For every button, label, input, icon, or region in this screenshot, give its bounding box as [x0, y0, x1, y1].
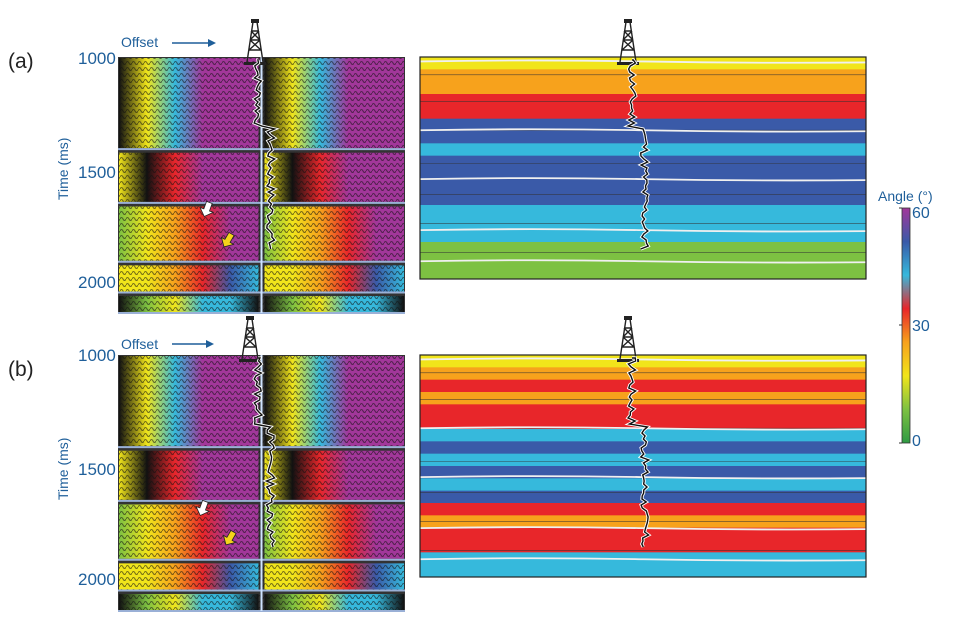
colorbar-tick-0: 0: [912, 433, 921, 450]
well-log-a-angle: [625, 59, 650, 250]
angle-horizon: [419, 259, 867, 264]
drilling-rig-icon: [244, 19, 266, 65]
time-tick-a-1000: 1000: [78, 49, 116, 68]
angle-horizon: [419, 357, 867, 362]
angle-layer: [420, 453, 866, 467]
offset-label-a: Offset: [121, 34, 159, 50]
colorbar-tick-30: 30: [912, 318, 930, 335]
angle-layer: [420, 143, 866, 157]
gather-panel-a: [118, 57, 405, 314]
angle-frame: [419, 354, 867, 578]
colorbar-title: Angle (°): [878, 188, 933, 204]
colorbar-tick-60: 60: [912, 205, 930, 222]
angle-frame: [419, 56, 867, 280]
angle-layer: [420, 192, 866, 206]
angle-layer: [420, 118, 866, 132]
drilling-rig-icon: [239, 316, 261, 362]
angle-layer: [420, 404, 866, 418]
arrow-right-icon: [172, 39, 216, 47]
angle-horizon: [419, 228, 867, 233]
angle-layer: [420, 266, 866, 280]
angle-layer: [420, 81, 866, 95]
angle-horizon: [419, 526, 867, 531]
offset-label-b: Offset: [121, 336, 159, 352]
yellow-arrow-icon: [220, 231, 235, 248]
angle-panel-a: [419, 56, 867, 280]
yellow-arrow-icon: [222, 529, 237, 546]
angle-layer: [420, 527, 866, 541]
panel-label-a: (a): [8, 50, 34, 73]
angle-layer: [420, 131, 866, 144]
angle-layer: [420, 367, 866, 381]
angle-layer: [420, 180, 866, 194]
panel-label-b: (b): [8, 358, 34, 381]
arrow-right-icon: [172, 340, 214, 348]
time-tick-b-1500: 1500: [78, 460, 116, 479]
angle-layer: [420, 392, 866, 405]
drilling-rig-icon: [617, 19, 639, 65]
angle-layer: [420, 564, 866, 578]
time-axis-title-b: Time (ms): [55, 437, 71, 500]
well-log-b-gather: [253, 357, 276, 548]
angle-horizon: [419, 426, 867, 431]
colorbar-ramp: [901, 207, 911, 444]
well-log-b-angle: [626, 357, 651, 548]
angle-layer: [420, 106, 866, 120]
time-tick-a-2000: 2000: [78, 273, 116, 292]
time-tick-a-1500: 1500: [78, 163, 116, 182]
angle-horizon: [419, 557, 867, 562]
angle-layer: [420, 69, 866, 83]
angle-horizon: [419, 177, 867, 182]
angle-layer: [420, 416, 866, 430]
gather-panel-b: [118, 355, 405, 612]
angle-layer: [420, 155, 866, 169]
well-log-a-gather: [253, 59, 277, 250]
white-arrow-icon: [195, 499, 211, 517]
colorbar: [899, 207, 911, 444]
angle-layer: [420, 379, 866, 393]
white-arrow-icon: [199, 200, 215, 218]
time-tick-b-1000: 1000: [78, 346, 116, 365]
angle-layer: [420, 94, 866, 107]
time-axis-title-a: Time (ms): [55, 137, 71, 200]
time-tick-b-2000: 2000: [78, 570, 116, 589]
drilling-rig-icon: [617, 316, 639, 362]
angle-horizon: [419, 59, 867, 64]
